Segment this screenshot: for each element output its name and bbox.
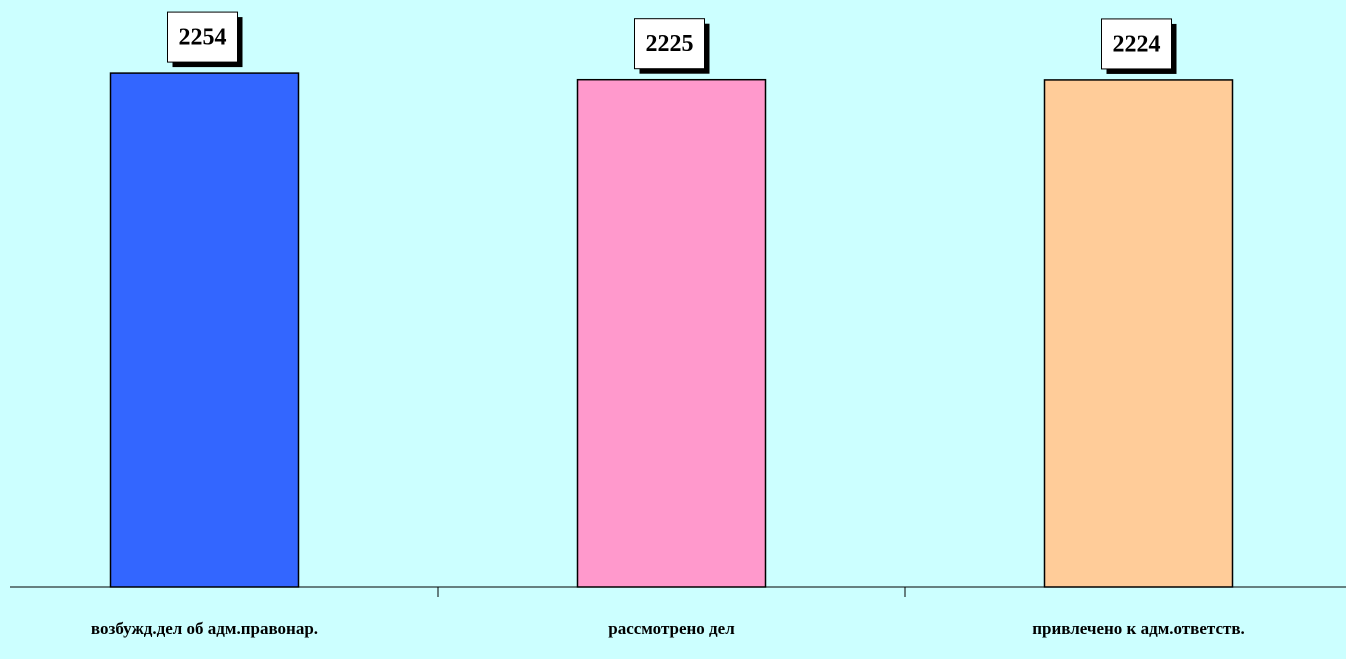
bar — [109, 72, 300, 588]
value-label-box — [1101, 18, 1172, 70]
value-label-box — [167, 11, 238, 63]
x-tick-label: возбужд.дел об адм.правонар. — [91, 619, 318, 638]
bar — [1043, 79, 1234, 588]
bar — [576, 78, 767, 588]
value-label: 2225 — [646, 31, 694, 57]
value-label: 2254 — [179, 25, 227, 51]
x-tick-label: рассмотрено дел — [608, 619, 735, 638]
value-label: 2224 — [1113, 31, 1161, 57]
value-label-box — [634, 18, 705, 70]
x-tick-label: привлечено к адм.ответств. — [1032, 619, 1245, 638]
